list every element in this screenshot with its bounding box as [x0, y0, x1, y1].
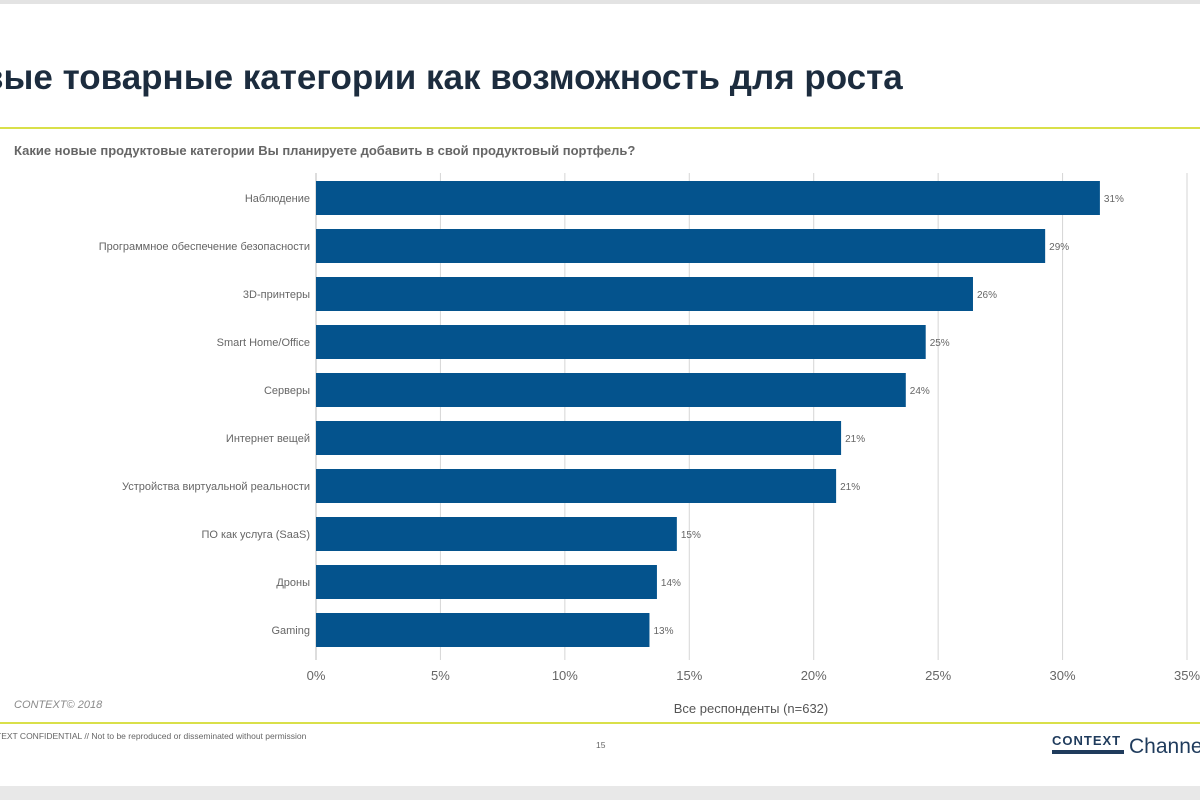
page-number: 15 — [596, 740, 606, 750]
value-label-6: 21% — [840, 482, 860, 493]
bar-0 — [316, 181, 1100, 215]
category-labels: Наблюдение Программное обеспечение безопа… — [99, 193, 310, 637]
value-label-5: 21% — [845, 434, 865, 445]
category-label-6: Устройства виртуальной реальности — [122, 481, 310, 493]
slide-title: вые товарные категории как возможность д… — [0, 58, 903, 97]
x-tick-label-25: 25% — [925, 668, 951, 683]
bar-4 — [316, 373, 906, 407]
category-label-5: Интернет вещей — [226, 433, 310, 445]
value-label-7: 15% — [681, 530, 701, 541]
bars — [316, 181, 1100, 647]
x-tick-labels: 0% 5% 10% 15% 20% 25% 30% 35% — [307, 668, 1200, 683]
title-underline — [0, 127, 1200, 129]
value-label-8: 14% — [661, 578, 681, 589]
logo-context-text: CONTEXT — [1052, 733, 1122, 748]
category-label-1: Программное обеспечение безопасности — [99, 241, 310, 253]
category-label-2: 3D-принтеры — [243, 289, 310, 301]
category-label-3: Smart Home/Office — [217, 337, 310, 349]
x-axis-title: Все респонденты (n=632) — [674, 701, 829, 716]
value-label-9: 13% — [653, 626, 673, 637]
bar-9 — [316, 613, 650, 647]
category-label-4: Серверы — [264, 385, 310, 397]
value-label-0: 31% — [1104, 194, 1124, 205]
x-tick-label-0: 0% — [307, 668, 326, 683]
value-label-4: 24% — [910, 386, 930, 397]
footer-rule — [0, 722, 1200, 724]
x-tick-label-10: 10% — [552, 668, 578, 683]
confidential-notice: ТEXT CONFIDENTIAL // Not to be reproduce… — [0, 731, 307, 741]
bar-2 — [316, 277, 973, 311]
x-tick-label-30: 30% — [1050, 668, 1076, 683]
bar-3 — [316, 325, 926, 359]
bar-chart: Наблюдение Программное обеспечение безопа… — [99, 173, 1200, 716]
value-label-2: 26% — [977, 290, 997, 301]
bar-1 — [316, 229, 1046, 263]
bar-8 — [316, 565, 657, 599]
logo-channel-text: Channel — [1129, 735, 1200, 758]
category-label-0: Наблюдение — [245, 193, 310, 205]
category-label-7: ПО как услуга (SaaS) — [201, 529, 310, 541]
x-tick-label-35: 35% — [1174, 668, 1200, 683]
bottom-band — [0, 786, 1200, 800]
value-label-1: 29% — [1049, 242, 1069, 253]
x-tick-label-20: 20% — [801, 668, 827, 683]
bar-7 — [316, 517, 677, 551]
chart-title: Какие новые продуктовые категории Вы пла… — [14, 143, 636, 158]
top-rule — [0, 0, 1200, 4]
bar-5 — [316, 421, 842, 455]
x-tick-label-5: 5% — [431, 668, 450, 683]
value-label-3: 25% — [930, 338, 950, 349]
value-labels: 31% 29% 26% 25% 24% 21% 21% 15% 14% 13% — [653, 194, 1124, 637]
copyright: CONTEXT© 2018 — [14, 699, 103, 711]
bar-6 — [316, 469, 837, 503]
category-label-9: Gaming — [271, 625, 310, 637]
category-label-8: Дроны — [276, 577, 310, 589]
logo-bar — [1052, 750, 1124, 754]
x-tick-label-15: 15% — [676, 668, 702, 683]
context-channel-logo: CONTEXT Channel — [1052, 733, 1200, 763]
